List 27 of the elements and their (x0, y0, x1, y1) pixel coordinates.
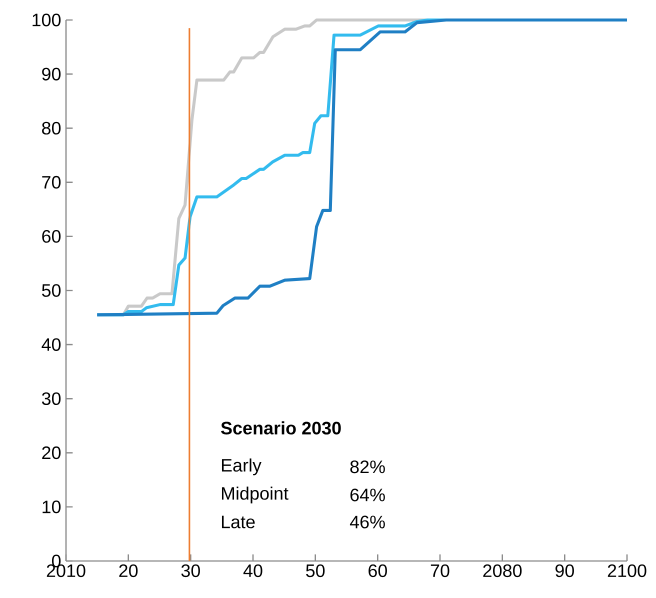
annotation: Late (222, 516, 255, 528)
x-tick-label: 20 (119, 564, 138, 578)
line-series (96, 18, 629, 316)
x-tick-label: 50 (306, 564, 325, 578)
annotation: Scenario 2030 (221, 421, 341, 435)
annotation: 46% (350, 516, 385, 528)
y-tick-label: 60 (42, 230, 61, 243)
y-tick-label: 40 (42, 338, 61, 351)
y-tick-label: 90 (42, 68, 61, 80)
y-tick-label: 100 (32, 14, 61, 26)
x-tick-label: 2100 (608, 564, 646, 578)
y-tick-label: 20 (42, 446, 61, 460)
x-tick-label: 30 (181, 564, 200, 578)
annotation: 64% (350, 488, 385, 502)
y-tick-label: 30 (42, 392, 61, 406)
y-tick-label: 50 (42, 284, 61, 297)
x-tick-label: 2080 (483, 564, 522, 578)
y-tick-label: 80 (42, 122, 61, 135)
x-tick-label: 90 (555, 564, 574, 578)
x-tick-label: 60 (368, 564, 387, 578)
x-tick-label: 70 (430, 564, 450, 578)
x-tick-label: 40 (243, 564, 262, 578)
annotation: Early (222, 458, 262, 476)
annotation: Midpoint (222, 486, 288, 504)
annotation: 82% (350, 460, 385, 474)
y-tick-label: 10 (42, 500, 61, 514)
y-tick-label: 70 (42, 176, 61, 189)
